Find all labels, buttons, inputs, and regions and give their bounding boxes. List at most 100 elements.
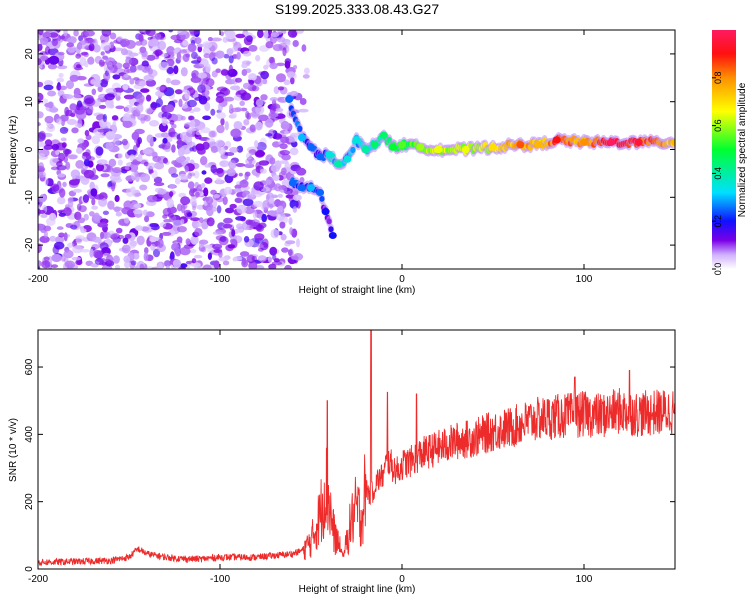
- track-point: [307, 184, 315, 192]
- noise-blob: [223, 53, 230, 59]
- noise-blob: [216, 112, 227, 120]
- y-tick-label: 10: [24, 96, 35, 108]
- noise-blob: [185, 238, 191, 245]
- noise-blob: [255, 150, 266, 157]
- noise-blob: [260, 70, 269, 80]
- noise-blob: [169, 120, 175, 125]
- noise-blob: [223, 186, 233, 195]
- noise-blob: [280, 136, 290, 143]
- x-tick-label: -200: [28, 274, 48, 285]
- noise-blob: [195, 131, 202, 136]
- noise-blob: [215, 177, 222, 184]
- noise-blob: [255, 265, 265, 269]
- noise-blob: [235, 216, 246, 221]
- noise-blob: [185, 156, 191, 162]
- noise-blob: [180, 67, 188, 77]
- noise-blob: [246, 152, 253, 160]
- noise-blob: [48, 55, 60, 65]
- noise-blob: [129, 78, 135, 85]
- noise-blob: [263, 30, 269, 39]
- noise-blob: [161, 116, 168, 127]
- noise-blob: [257, 255, 267, 262]
- noise-blob: [194, 254, 203, 259]
- noise-blob: [124, 166, 130, 170]
- noise-blob: [218, 147, 226, 156]
- noise-blob: [67, 154, 78, 160]
- noise-blob: [157, 238, 164, 248]
- noise-blob: [246, 35, 253, 43]
- noise-blob: [167, 212, 175, 218]
- tone-track: [285, 92, 675, 239]
- noise-blob: [121, 244, 131, 254]
- noise-blob: [242, 198, 254, 207]
- noise-blob: [57, 173, 66, 178]
- noise-blob: [279, 149, 291, 156]
- noise-blob: [274, 183, 282, 192]
- noise-blob: [269, 62, 278, 70]
- noise-blob: [282, 47, 287, 57]
- y-tick-label: 20: [24, 48, 35, 60]
- noise-blob: [65, 109, 73, 117]
- noise-blob: [192, 145, 198, 152]
- noise-blob: [191, 51, 198, 60]
- noise-blob: [177, 174, 189, 179]
- noise-blob: [203, 187, 209, 197]
- noise-blob: [55, 236, 65, 244]
- noise-blob: [152, 155, 162, 163]
- noise-blob: [171, 160, 177, 165]
- noise-blob: [186, 128, 197, 132]
- noise-blob: [57, 90, 65, 97]
- x-tick-label: 0: [399, 574, 405, 585]
- x-tick-label: -100: [210, 574, 230, 585]
- noise-blob: [184, 89, 190, 100]
- noise-blob: [210, 145, 218, 154]
- track-point: [534, 141, 543, 149]
- noise-blob: [143, 252, 149, 261]
- noise-blob: [206, 217, 215, 227]
- noise-blob: [189, 198, 197, 205]
- noise-blob: [83, 169, 95, 179]
- track-point: [334, 160, 343, 168]
- noise-blob: [123, 200, 133, 210]
- colorbar-label: Normalized spectral amplitude: [737, 82, 748, 217]
- noise-blob: [124, 234, 132, 239]
- noise-blob: [98, 133, 105, 139]
- noise-blob: [283, 79, 291, 86]
- noise-blob: [296, 167, 307, 176]
- noise-blob: [228, 55, 234, 64]
- noise-blob: [174, 248, 182, 257]
- noise-blob: [215, 50, 225, 59]
- noise-blob: [137, 137, 142, 145]
- noise-blob: [187, 212, 193, 217]
- noise-blob: [41, 260, 51, 269]
- snr-x-label: Height of straight line (km): [299, 584, 416, 595]
- noise-blob: [224, 152, 235, 156]
- noise-blob: [202, 41, 213, 49]
- track-point: [388, 143, 397, 151]
- noise-blob: [204, 244, 214, 249]
- noise-blob: [88, 38, 96, 44]
- noise-blob: [187, 43, 196, 52]
- noise-blob: [100, 173, 110, 178]
- noise-blob: [180, 196, 191, 206]
- noise-blob: [117, 153, 123, 159]
- noise-blob: [270, 164, 280, 173]
- noise-blob: [248, 79, 255, 85]
- noise-blob: [79, 106, 87, 113]
- noise-blob: [197, 45, 203, 53]
- noise-blob: [38, 121, 41, 127]
- noise-blob: [105, 87, 117, 94]
- noise-blob: [236, 223, 244, 230]
- noise-blob: [179, 49, 188, 54]
- x-tick-label: 0: [399, 274, 405, 285]
- noise-blob: [255, 173, 260, 178]
- noise-blob: [277, 86, 285, 91]
- noise-blob: [195, 143, 205, 151]
- noise-blob: [245, 157, 256, 166]
- noise-blob: [160, 132, 170, 138]
- noise-blob: [123, 73, 129, 78]
- noise-blob: [173, 114, 184, 122]
- noise-blobs: [38, 30, 310, 269]
- noise-blob: [255, 121, 263, 131]
